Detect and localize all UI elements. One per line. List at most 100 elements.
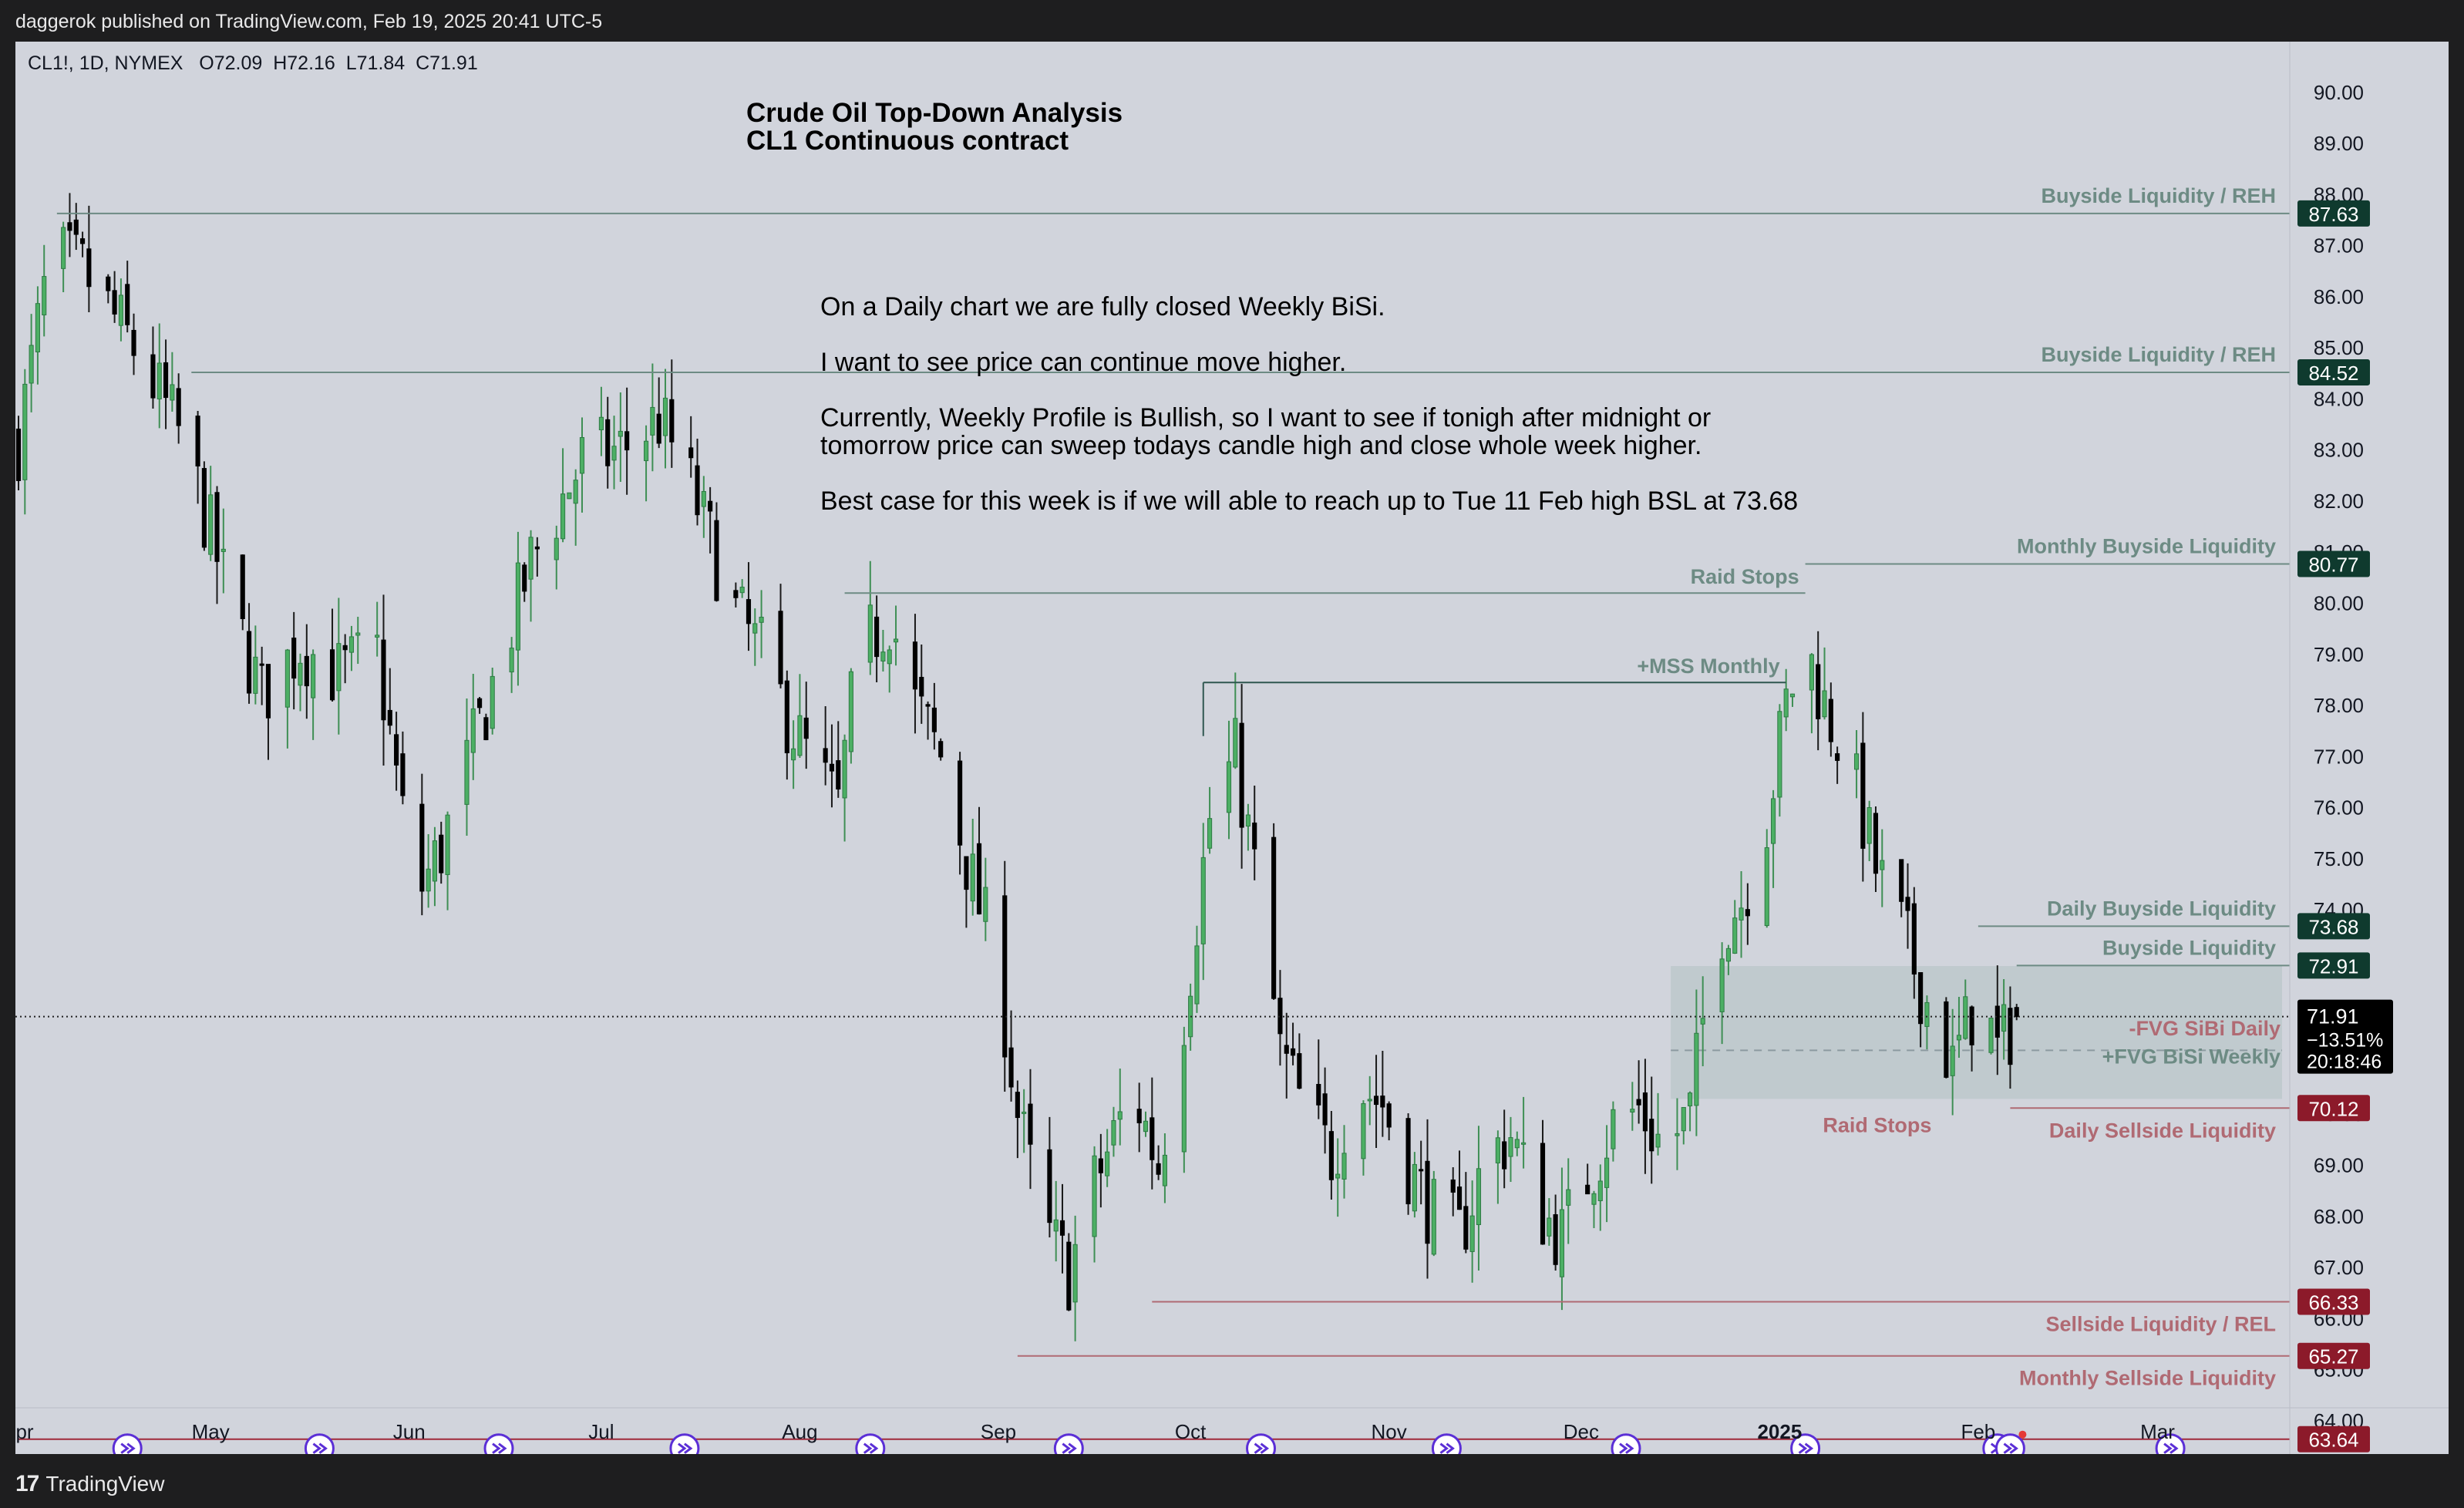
candle-down	[976, 843, 982, 915]
level-value-bg	[2297, 1342, 2370, 1369]
candle	[1335, 1138, 1341, 1217]
candle-down	[73, 219, 79, 235]
candle-up	[1950, 1045, 1955, 1076]
candle	[387, 668, 392, 735]
level-label: Monthly Buyside Liquidity	[2017, 534, 2276, 557]
candle	[554, 525, 559, 590]
candle-down	[836, 760, 841, 790]
candle-down	[1899, 859, 1904, 902]
level-value-text: 84.52	[2308, 362, 2358, 385]
candle-down	[201, 468, 207, 548]
candle	[73, 203, 79, 251]
time-tick-label: Sep	[981, 1420, 1016, 1443]
candle	[1739, 871, 1744, 958]
candle-up	[1194, 945, 1200, 1005]
candle-up	[1476, 1168, 1482, 1225]
candle-down	[176, 388, 181, 426]
candle-up	[1547, 1217, 1552, 1237]
price-tick-label: 85.00	[2314, 336, 2364, 359]
candle-down	[912, 641, 918, 690]
candle-up	[560, 493, 566, 540]
candle	[1681, 1106, 1686, 1145]
candle-up	[375, 635, 380, 638]
candle-down	[1425, 1160, 1430, 1244]
candle	[298, 653, 303, 712]
level-value-bg	[2297, 1288, 2370, 1315]
candle	[42, 244, 47, 337]
candle	[1521, 1096, 1527, 1169]
candle-up	[1694, 1032, 1699, 1106]
candle-up	[1335, 1173, 1341, 1179]
candle	[348, 625, 355, 672]
candle-up	[650, 406, 655, 436]
level-value-bg	[2297, 913, 2370, 940]
candle-down	[1373, 1096, 1379, 1106]
level-label: Buyside Liquidity / REH	[2041, 343, 2276, 366]
candle	[1816, 631, 1821, 751]
candle-up	[618, 430, 623, 437]
candle	[426, 834, 431, 908]
candle	[509, 637, 514, 693]
candle	[701, 476, 706, 538]
candle	[1700, 976, 1705, 1067]
candle	[695, 438, 700, 526]
candle-down	[1540, 1143, 1546, 1245]
candle-up	[797, 715, 803, 756]
ohlc-open: O72.09	[199, 52, 263, 74]
chart-frame[interactable]: -FVG SiBi Daily +FVG BiSi Weekly Buyside L…	[15, 42, 2449, 1454]
candle-up	[1719, 958, 1725, 1012]
candle	[1604, 1125, 1610, 1223]
candle	[560, 448, 566, 543]
event-arrow-icon	[1439, 1442, 1455, 1454]
candle	[375, 601, 380, 657]
candle-up	[118, 295, 123, 326]
candle	[1514, 1131, 1520, 1156]
candle	[1066, 1233, 1072, 1311]
candle-down	[708, 500, 713, 512]
candle	[439, 821, 444, 884]
bar-countdown: 20:18:46	[2307, 1052, 2382, 1073]
level-value-text: 65.27	[2308, 1345, 2358, 1368]
event-arrow-icon	[863, 1442, 879, 1454]
candle-up	[2001, 1004, 2007, 1032]
tradingview-logo[interactable]: 17 TradingView	[15, 1471, 164, 1497]
candle	[490, 667, 495, 735]
candle	[567, 492, 572, 500]
event-arrow-icon	[1062, 1442, 1077, 1454]
candle	[464, 698, 470, 836]
candle-up	[662, 397, 668, 436]
candle	[1553, 1194, 1558, 1271]
candle	[759, 590, 764, 658]
time-tick-label: Nov	[1372, 1420, 1407, 1443]
candle-down	[1297, 1053, 1302, 1089]
candle-down	[400, 753, 406, 796]
candle-up	[253, 656, 258, 694]
candle	[1226, 720, 1232, 840]
candle-down	[925, 704, 931, 707]
candle-down	[1828, 698, 1833, 742]
level-value-text: 72.91	[2308, 954, 2358, 978]
candle-down	[259, 663, 264, 666]
candle-down	[1450, 1179, 1456, 1193]
time-axis: pr May Jun Jul Aug Sep Oct Nov Dec 2025 Feb Mar	[15, 1407, 2449, 1443]
candle	[1963, 979, 1968, 1040]
candle-up	[1495, 1137, 1500, 1163]
candle-up	[643, 440, 649, 462]
price-tick-label: 67.00	[2314, 1256, 2364, 1279]
candle-down	[1502, 1141, 1507, 1170]
candle	[1508, 1116, 1513, 1182]
candle	[1566, 1158, 1571, 1244]
candle	[688, 416, 694, 478]
candle-down	[246, 631, 252, 694]
candle	[1053, 1180, 1059, 1262]
candle-up	[1367, 1099, 1372, 1102]
candle-up	[880, 651, 886, 661]
candle-down	[1098, 1158, 1103, 1173]
candle-up	[1412, 1163, 1417, 1212]
candle	[598, 386, 604, 456]
candle	[656, 377, 661, 449]
candle-up	[1162, 1154, 1167, 1187]
candle-up	[1809, 654, 1814, 691]
candle	[746, 562, 752, 651]
